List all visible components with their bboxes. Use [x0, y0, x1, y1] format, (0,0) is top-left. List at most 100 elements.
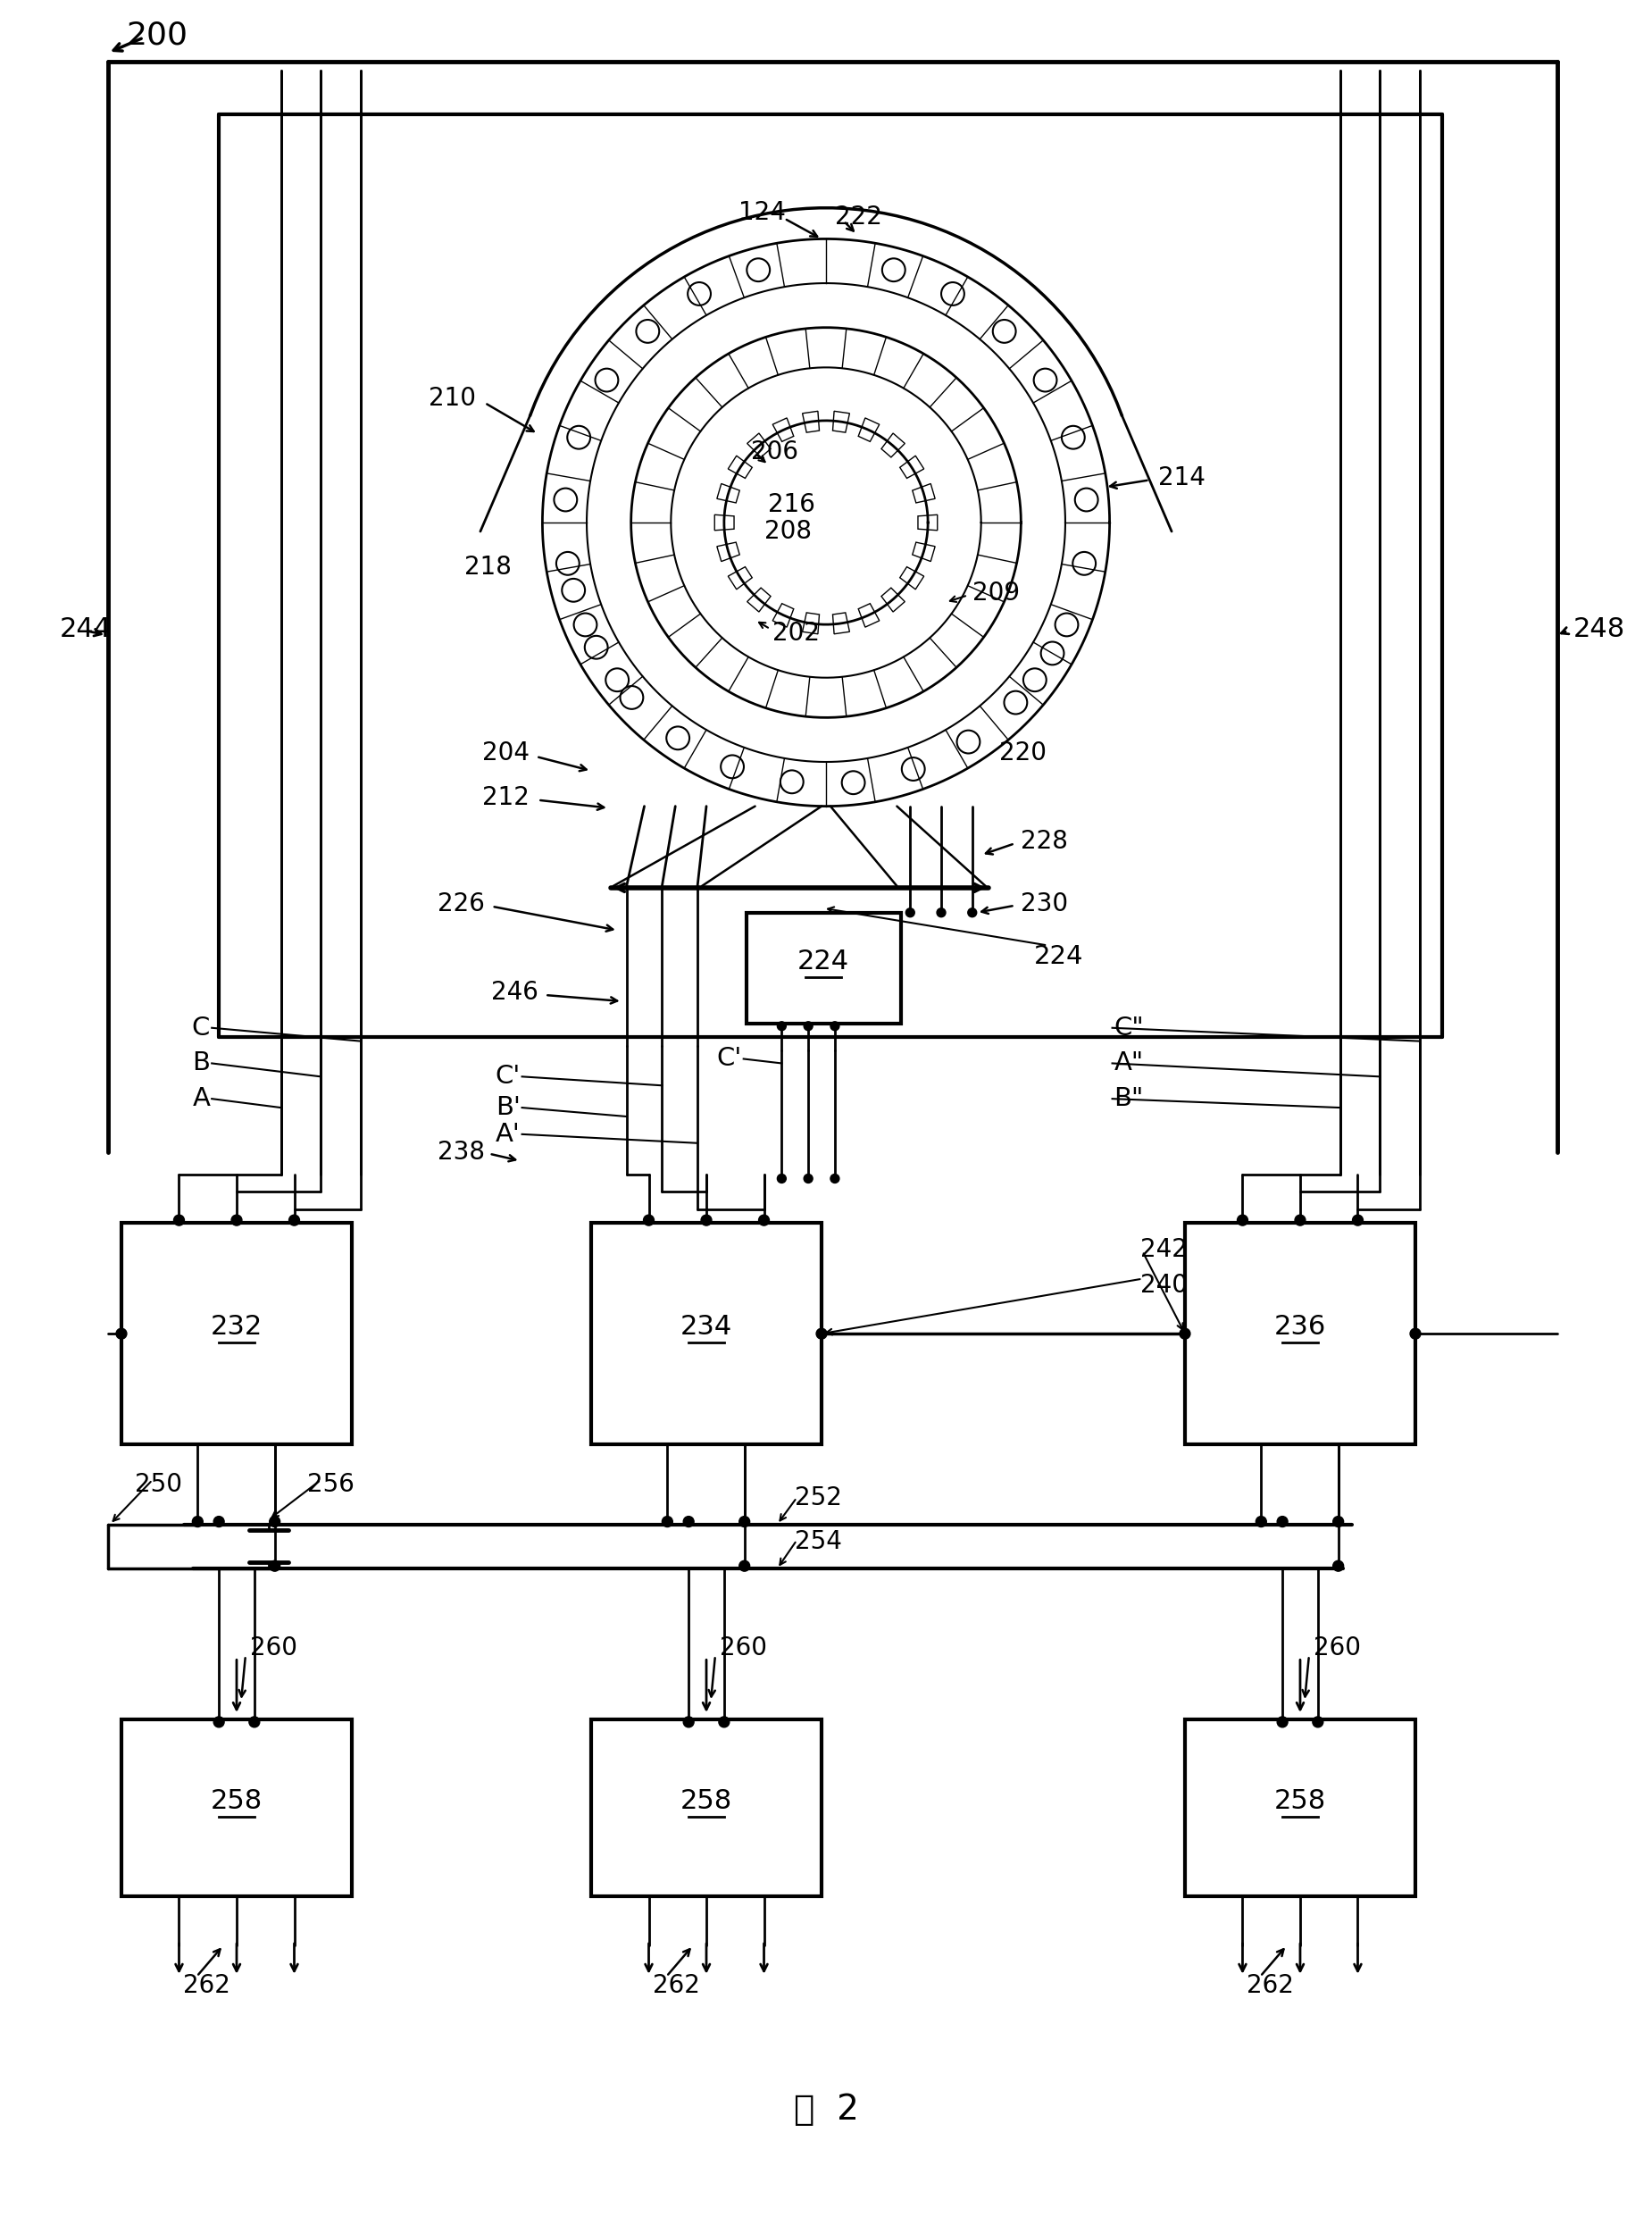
Circle shape [1411, 1329, 1421, 1340]
Polygon shape [919, 516, 937, 531]
Text: 262: 262 [183, 1972, 231, 1999]
Circle shape [993, 319, 1016, 344]
Text: 212: 212 [482, 784, 529, 811]
Bar [121, 1719, 352, 1896]
Circle shape [687, 281, 710, 306]
Circle shape [557, 552, 580, 574]
Circle shape [758, 1215, 770, 1226]
Bar [1184, 1224, 1416, 1445]
Text: 240: 240 [1140, 1273, 1188, 1297]
Circle shape [1004, 690, 1028, 715]
Circle shape [562, 578, 585, 601]
Polygon shape [747, 433, 771, 458]
Text: 214: 214 [1158, 467, 1206, 491]
Circle shape [720, 755, 743, 779]
Circle shape [700, 1215, 712, 1226]
Polygon shape [859, 603, 879, 627]
Text: 242: 242 [1140, 1237, 1188, 1262]
Text: 248: 248 [1573, 616, 1626, 641]
Text: A": A" [1113, 1052, 1143, 1076]
Circle shape [1062, 427, 1085, 449]
Circle shape [567, 427, 590, 449]
Circle shape [937, 909, 945, 918]
Polygon shape [859, 418, 879, 442]
Circle shape [269, 1516, 281, 1527]
Circle shape [1034, 368, 1057, 391]
Bar [591, 1224, 821, 1445]
Text: 220: 220 [999, 741, 1046, 766]
Circle shape [213, 1516, 225, 1527]
Circle shape [719, 1717, 730, 1728]
Text: 258: 258 [1274, 1789, 1327, 1813]
Text: 208: 208 [763, 518, 811, 545]
Text: 244: 244 [59, 616, 111, 641]
Circle shape [213, 1717, 225, 1728]
Circle shape [776, 1175, 786, 1183]
Polygon shape [881, 587, 905, 612]
Polygon shape [803, 411, 819, 433]
Circle shape [231, 1215, 241, 1226]
Circle shape [780, 770, 803, 793]
Circle shape [585, 636, 608, 659]
Text: 260: 260 [1313, 1637, 1361, 1661]
Circle shape [957, 730, 980, 753]
Text: 210: 210 [428, 386, 476, 411]
Circle shape [816, 1329, 828, 1340]
Circle shape [1277, 1717, 1289, 1728]
Text: 202: 202 [773, 621, 819, 645]
Text: 204: 204 [482, 741, 529, 766]
Circle shape [1353, 1215, 1363, 1226]
Circle shape [776, 1023, 786, 1029]
Text: 252: 252 [795, 1485, 843, 1510]
Circle shape [747, 259, 770, 281]
Circle shape [192, 1516, 203, 1527]
Circle shape [1256, 1516, 1267, 1527]
Circle shape [738, 1561, 750, 1572]
Circle shape [843, 770, 866, 795]
Polygon shape [747, 587, 771, 612]
Circle shape [1237, 1215, 1247, 1226]
Circle shape [636, 319, 659, 344]
Text: 218: 218 [464, 554, 512, 578]
Circle shape [662, 1516, 672, 1527]
Text: 200: 200 [126, 20, 187, 49]
Polygon shape [912, 485, 935, 502]
Text: A': A' [496, 1121, 520, 1148]
Polygon shape [833, 612, 849, 634]
Polygon shape [729, 567, 752, 590]
Circle shape [1023, 668, 1046, 692]
Text: 246: 246 [491, 980, 539, 1005]
Polygon shape [833, 411, 849, 433]
Circle shape [1295, 1215, 1305, 1226]
Polygon shape [881, 433, 905, 458]
Text: A: A [192, 1085, 210, 1112]
Circle shape [882, 259, 905, 281]
Text: 238: 238 [438, 1139, 484, 1163]
Text: 260: 260 [249, 1637, 297, 1661]
Text: 236: 236 [1274, 1313, 1327, 1340]
Circle shape [1277, 1516, 1289, 1527]
Circle shape [1056, 614, 1079, 636]
Circle shape [942, 281, 965, 306]
Text: 262: 262 [1247, 1972, 1294, 1999]
Bar [591, 1719, 821, 1896]
Circle shape [249, 1717, 259, 1728]
Text: 232: 232 [210, 1313, 263, 1340]
Bar [121, 1224, 352, 1445]
Polygon shape [715, 516, 733, 531]
Text: 258: 258 [681, 1789, 732, 1813]
Text: 228: 228 [1021, 828, 1069, 855]
Polygon shape [717, 543, 740, 560]
Text: C': C' [717, 1047, 742, 1072]
Circle shape [643, 1215, 654, 1226]
Circle shape [1313, 1717, 1323, 1728]
Text: 206: 206 [750, 440, 798, 464]
Circle shape [902, 757, 925, 782]
Circle shape [805, 1175, 813, 1183]
Text: 224: 224 [1034, 945, 1084, 969]
Circle shape [1041, 641, 1064, 665]
Polygon shape [729, 456, 752, 478]
Polygon shape [900, 567, 923, 590]
Polygon shape [912, 543, 935, 560]
Circle shape [620, 686, 643, 710]
